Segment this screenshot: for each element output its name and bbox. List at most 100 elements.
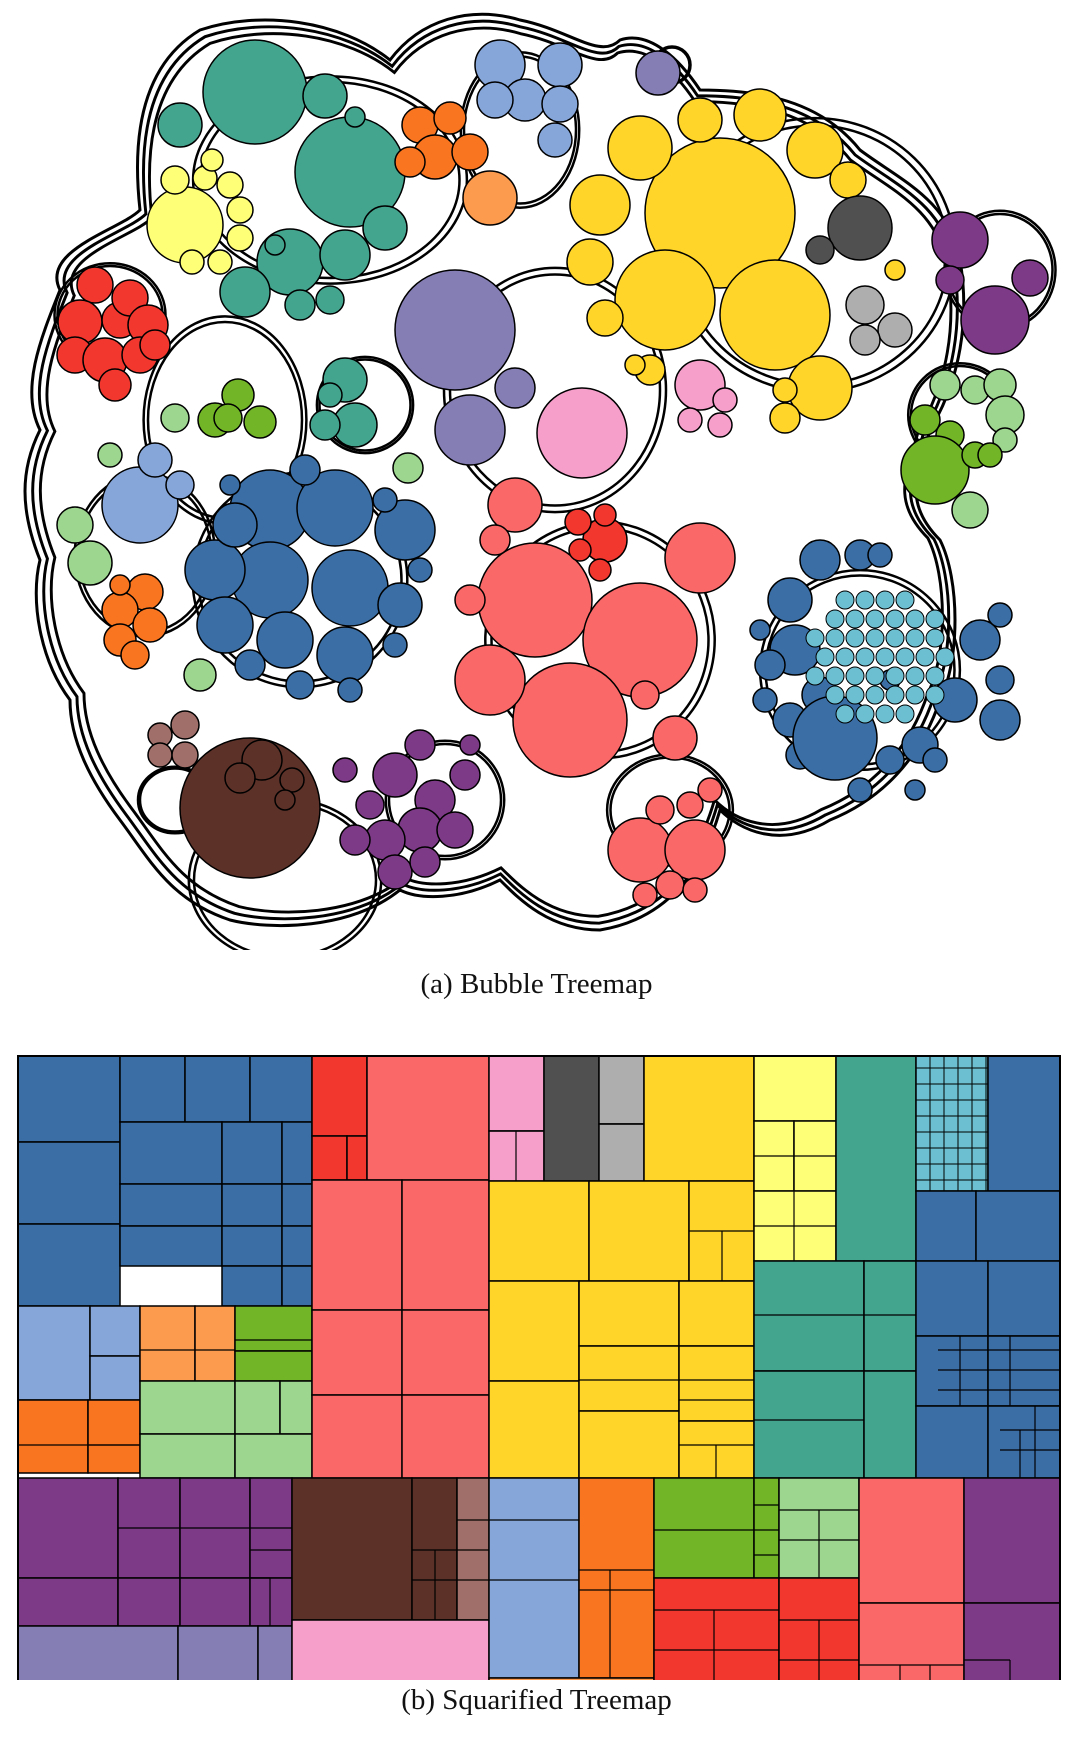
cluster-contour (387, 742, 503, 858)
treemap-cell (987, 1260, 1061, 1337)
bubble-leaf (960, 285, 1030, 355)
treemap-cell (17, 1399, 89, 1474)
bubble-leaf (829, 161, 867, 199)
bubble-leaf (835, 647, 855, 667)
bubble-leaf (925, 628, 945, 648)
bubble-leaf (905, 685, 925, 705)
treemap-cell (578, 1345, 680, 1412)
bubble-leaf (805, 235, 835, 265)
bubble-leaf (935, 265, 965, 295)
bubble-leaf (536, 387, 628, 479)
bubble-leaf (977, 442, 1003, 468)
bubble-leaf (644, 137, 796, 289)
bubble-leaf (895, 704, 915, 724)
bubble-leaf (895, 590, 915, 610)
treemap-subdivisions (18, 1056, 1060, 1680)
treemap-cell (488, 1477, 580, 1679)
bubble-leaf (867, 542, 893, 568)
treemap-cell (234, 1350, 313, 1382)
bubble-leaf (875, 647, 895, 667)
treemap-cell (221, 1265, 283, 1307)
treemap-cell (643, 1055, 755, 1182)
treemap-cell (311, 1179, 403, 1311)
bubble-leaf (786, 121, 844, 179)
bubble-leaf (707, 412, 733, 438)
bubble-leaf (749, 619, 771, 641)
bubble-leaf (98, 368, 132, 402)
treemap-cell (863, 1260, 917, 1372)
treemap-cell (257, 1625, 293, 1680)
treemap-cell (858, 1602, 965, 1680)
bubble-leaf (865, 628, 885, 648)
treemap-cell (281, 1265, 313, 1307)
treemap-cell (281, 1225, 313, 1267)
bubble-leaf (372, 752, 418, 798)
treemap-cell (249, 1055, 313, 1123)
bubble-leaf (959, 619, 1001, 661)
bubble-leaf (462, 170, 518, 226)
treemap-cell (401, 1309, 490, 1396)
treemap-cell (291, 1619, 490, 1680)
bubble-leaf (139, 329, 171, 361)
bubble-leaf (987, 602, 1013, 628)
bubble-leaf (614, 249, 716, 351)
bubble-leaf (645, 795, 675, 825)
treemap-cell (119, 1225, 223, 1267)
bubble-leaf (905, 609, 925, 629)
bubble-leaf (170, 710, 200, 740)
treemap-cell (311, 1394, 403, 1479)
bubble-leaf (433, 101, 467, 135)
bubble-leaf (569, 174, 631, 236)
bubble-leaf (752, 687, 778, 713)
treemap-cell (753, 1477, 780, 1579)
bubble-leaf (607, 115, 673, 181)
bubble-leaf (664, 522, 736, 594)
treemap-cell (119, 1055, 186, 1123)
bubble-leaf (915, 647, 935, 667)
bubble-leaf (226, 196, 254, 224)
bubble-leaf (256, 611, 314, 669)
bubble-leaf (719, 259, 831, 371)
treemap-cell (411, 1477, 458, 1621)
bubble-leaf (855, 647, 875, 667)
cluster-contour (318, 358, 412, 452)
bubble-leaf (56, 506, 94, 544)
treemap-cell (753, 1260, 865, 1372)
bubble-leaf (845, 666, 865, 686)
bubble-treemap-caption: (a) Bubble Treemap (420, 968, 653, 1000)
treemap-cell (221, 1225, 283, 1267)
bubble-leaf (449, 759, 481, 791)
treemap-cell (117, 1577, 181, 1627)
bubble-leaf (875, 704, 895, 724)
treemap-cell (543, 1055, 600, 1182)
bubble-leaf (588, 558, 612, 582)
bubble-leaf (845, 685, 865, 705)
bubble-leaf (200, 148, 224, 172)
treemap-cell (279, 1380, 313, 1435)
bubble-leaf (676, 791, 704, 819)
treemap-cell (17, 1141, 121, 1225)
bubble-leaf (289, 454, 321, 486)
treemap-cell (184, 1055, 251, 1123)
bubble-leaf (392, 452, 424, 484)
treemap-cell (177, 1625, 259, 1680)
bubble-leaf (120, 640, 150, 670)
treemap-cell (598, 1055, 645, 1125)
bubble-leaf (344, 106, 366, 128)
treemap-cell (578, 1410, 680, 1479)
bubble-leaf (317, 382, 343, 408)
bubble-leaf (234, 649, 266, 681)
treemap-cell (17, 1223, 121, 1307)
bubble-leaf (377, 854, 413, 890)
bubble-leaf (459, 734, 481, 756)
treemap-cell (578, 1280, 680, 1347)
treemap-cell (139, 1305, 196, 1382)
bubble-leaf (845, 285, 885, 325)
bubble-leaf (909, 404, 941, 436)
bubble-leaf (1011, 259, 1049, 297)
treemap-cell (249, 1577, 293, 1627)
bubble-leaf (541, 85, 579, 123)
bubble-leaf (847, 777, 873, 803)
treemap-cell (17, 1305, 91, 1401)
bubble-leaf (264, 234, 286, 256)
